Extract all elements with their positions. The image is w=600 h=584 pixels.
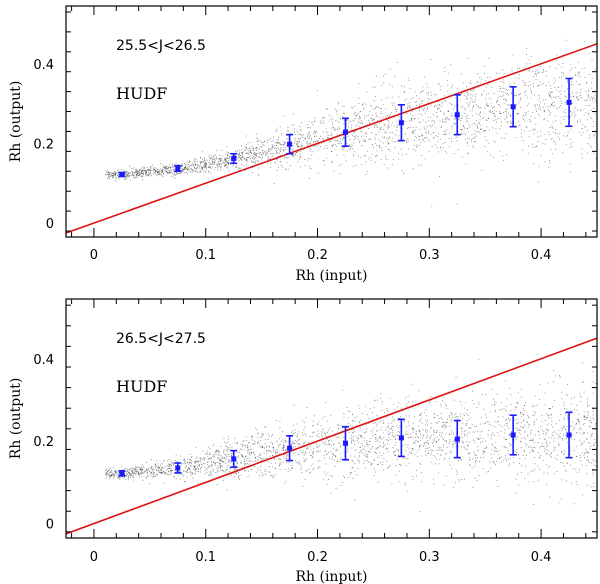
x-tick-label: 0 [90, 248, 98, 263]
y-tick-label: 0.2 [33, 435, 54, 450]
plot-frame [65, 298, 598, 539]
y-tick-label: 0.2 [33, 137, 54, 152]
magnitude-range-label: 26.5<J<27.5 [116, 331, 206, 347]
top-panel: 0 0.1 0.2 0.3 0.4 0 0.2 0.4 Rh (input) Rh (output… [8, 5, 598, 284]
plot-frame [65, 5, 598, 238]
median-point [119, 171, 125, 177]
x-tick-label: 0.3 [419, 248, 440, 263]
y-tick-label: 0.4 [33, 353, 54, 368]
scatter-cloud [105, 39, 597, 207]
y-tick-label: 0 [46, 518, 54, 533]
ticks [66, 6, 597, 237]
median-point [566, 99, 572, 105]
median-point [454, 112, 460, 118]
median-point [175, 465, 181, 471]
plot-area [66, 337, 597, 535]
median-point [510, 432, 516, 438]
reference-line [66, 337, 597, 535]
median-point [287, 445, 293, 451]
x-tick-label: 0.1 [195, 550, 216, 565]
median-point [342, 440, 348, 446]
ticks [66, 299, 597, 538]
y-tick-label: 0.4 [33, 58, 54, 73]
x-tick-label: 0.4 [531, 550, 552, 565]
field-label: HUDF [116, 84, 167, 103]
median-point [566, 432, 572, 438]
field-label: HUDF [116, 377, 167, 396]
x-tick-label: 0.1 [195, 248, 216, 263]
median-point [342, 129, 348, 135]
x-axis-title: Rh (input) [295, 268, 367, 284]
y-tick-label: 0 [46, 217, 54, 232]
bottom-panel: 0 0.1 0.2 0.3 0.4 0 0.2 0.4 Rh (input) Rh (output… [8, 298, 598, 584]
median-point [231, 456, 237, 462]
median-point [119, 470, 125, 476]
x-tick-label: 0.3 [419, 550, 440, 565]
scatter-cloud [105, 353, 597, 512]
x-tick-label: 0 [90, 550, 98, 565]
reference-line [66, 43, 597, 234]
median-point [510, 104, 516, 110]
y-axis-title: Rh (output) [8, 378, 24, 460]
magnitude-range-label: 25.5<J<26.5 [116, 38, 206, 54]
median-point [287, 141, 293, 147]
x-tick-label: 0.2 [307, 248, 328, 263]
median-point [398, 435, 404, 441]
median-point [231, 156, 237, 162]
median-point [454, 436, 460, 442]
y-axis-title: Rh (output) [8, 81, 24, 163]
x-axis-title: Rh (input) [295, 569, 367, 584]
plot-area [66, 39, 597, 234]
x-tick-label: 0.4 [531, 248, 552, 263]
x-tick-label: 0.2 [307, 550, 328, 565]
median-point [175, 165, 181, 171]
median-point [398, 120, 404, 126]
